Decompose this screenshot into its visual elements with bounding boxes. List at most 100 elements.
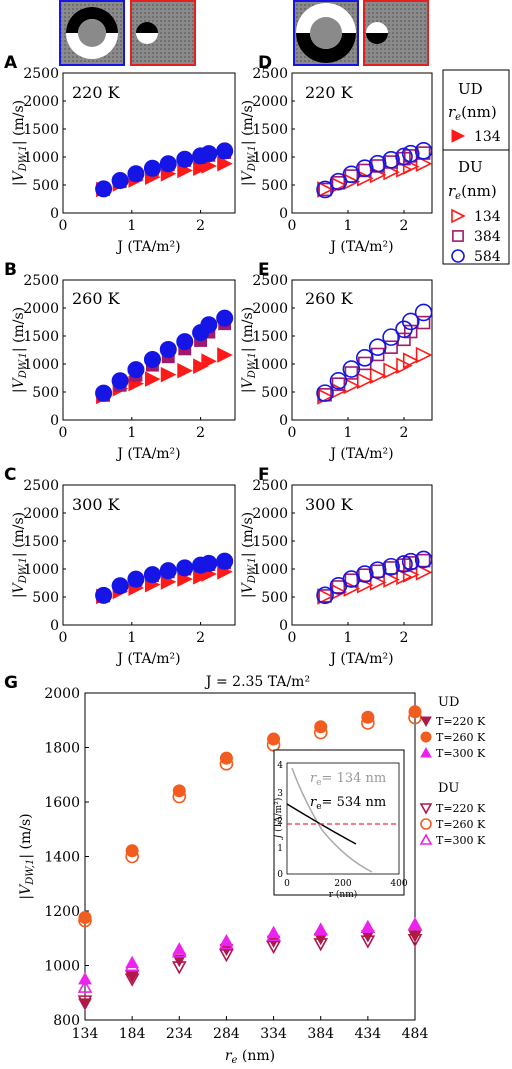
point-584 <box>329 371 348 390</box>
legend-g-ud-label: T=300 K <box>436 747 486 760</box>
point-UD-T=260-K <box>78 911 92 925</box>
point-584 <box>316 180 334 199</box>
panel-d-temp: 220 K <box>305 83 354 102</box>
legend-g-ud-label: T=260 K <box>436 731 486 744</box>
point-134 <box>383 571 400 588</box>
inset-xlabel: r (nm) <box>329 889 358 900</box>
y-axis-label: |VDW,1| (m/s) <box>11 100 29 186</box>
y-tick-label: 500 <box>32 590 59 606</box>
y-tick-label: 2000 <box>252 506 288 522</box>
panel-letter-a: A <box>4 53 18 73</box>
x-tick-label: 434 <box>354 1026 381 1042</box>
point-584 <box>176 333 194 351</box>
point-584 <box>176 150 194 168</box>
point-584 <box>368 338 387 357</box>
point-DU-T=260-K <box>313 725 328 740</box>
x-tick-label: 334 <box>260 1026 287 1042</box>
panel-a-temp: 220 K <box>72 83 121 102</box>
y-axis-label: |VDW,1| (m/s) <box>18 813 36 899</box>
x-axis-label: re (nm) <box>225 1048 275 1066</box>
point-584 <box>216 142 234 160</box>
x-axis-label: J (TA/m²) <box>328 651 393 667</box>
point-384 <box>331 580 346 594</box>
legend-g-du-label: T=220 K <box>436 802 486 815</box>
legend-ud-label: 134 <box>474 129 501 145</box>
point-134 <box>317 588 334 605</box>
point-584 <box>176 559 194 577</box>
point-DU-T=220-K <box>219 949 234 963</box>
y-tick-label: 1000 <box>44 959 80 975</box>
point-DU-T=220-K <box>407 934 423 948</box>
y-tick-label: 1500 <box>252 534 288 550</box>
x-tick-label: 234 <box>166 1026 193 1042</box>
point-584 <box>355 159 374 177</box>
point-584 <box>143 566 161 584</box>
point-584 <box>200 145 218 163</box>
svg-text:200: 200 <box>334 879 351 889</box>
legend-g-du: DU T=220 K T=260 K T=300 K <box>419 781 486 847</box>
x-tick-label: 2 <box>400 425 409 441</box>
y-tick-label: 0 <box>279 413 288 429</box>
point-584 <box>368 154 387 173</box>
panel-letter-g: G <box>4 673 18 693</box>
x-tick-label: 184 <box>119 1026 146 1042</box>
point-584 <box>95 180 113 198</box>
inset-plot: re= 134 nm re= 534 nm 4 3 2 1 0 0 200 40… <box>273 749 408 900</box>
panel-f-plot: 0 500 1000 1500 2000 2500 0 1 2 J (TA/m²) |VDW,1| … <box>240 478 433 667</box>
point-584 <box>414 142 433 160</box>
point-384 <box>344 573 359 587</box>
y-tick-label: 0 <box>279 618 288 634</box>
legend-du-label: 584 <box>474 249 501 265</box>
legend-ud-title: UD <box>458 80 483 98</box>
x-tick-label: 1 <box>127 630 136 646</box>
legend-g-du-marker <box>419 833 433 845</box>
svg-text:0: 0 <box>277 870 283 880</box>
point-134 <box>357 372 374 390</box>
point-384 <box>331 176 346 190</box>
point-DU-T=260-K <box>78 913 92 928</box>
plot-frame <box>62 484 236 626</box>
legend-g-du-label: T=260 K <box>436 818 486 831</box>
svg-text:2: 2 <box>277 817 283 827</box>
point-DU-T=300-K <box>407 916 423 931</box>
point-DU-T=300-K <box>77 979 93 993</box>
y-tick-label: 1500 <box>23 534 59 550</box>
point-384 <box>416 553 431 568</box>
y-tick-label: 2000 <box>23 94 59 110</box>
point-DU-T=300-K <box>219 936 234 950</box>
point-DU-T=220-K <box>360 935 376 949</box>
point-UD-T=220-K <box>172 954 187 968</box>
point-DU-T=220-K <box>313 938 329 952</box>
y-tick-label: 1000 <box>23 150 59 166</box>
legend-du-label: 384 <box>474 229 501 245</box>
y-tick-label: 2000 <box>252 301 288 317</box>
x-tick-label: 2 <box>196 425 205 441</box>
y-tick-label: 1800 <box>44 741 80 757</box>
point-584 <box>159 340 177 358</box>
x-tick-label: 1 <box>127 425 136 441</box>
point-584 <box>143 159 161 177</box>
panel-a-plot: 0 500 1000 1500 2000 2500 0 1 2 J (TA/m²) |VDW,1| … <box>11 66 236 255</box>
legend-du-marker-134 <box>451 208 466 224</box>
legend-du-marker-384 <box>452 230 464 242</box>
point-134 <box>217 155 233 172</box>
y-tick-label: 0 <box>50 618 59 634</box>
thumbnail-ud <box>59 0 196 66</box>
point-584 <box>111 577 129 595</box>
panel-e-temp: 260 K <box>305 289 354 308</box>
x-tick-label: 134 <box>72 1026 99 1042</box>
y-tick-label: 500 <box>32 178 59 194</box>
y-tick-label: 500 <box>261 385 288 401</box>
x-tick-label: 2 <box>400 218 409 234</box>
x-tick-label: 1 <box>127 218 136 234</box>
y-axis-label: |VDW,1| (m/s) <box>11 512 29 598</box>
x-tick-label: 2 <box>196 630 205 646</box>
y-axis-label: |VDW,1| (m/s) <box>240 512 258 598</box>
legend-g-du-marker <box>419 803 433 815</box>
point-DU-T=300-K <box>124 957 140 972</box>
legend-g-ud-marker <box>420 716 432 728</box>
point-584 <box>355 565 374 583</box>
point-584 <box>401 312 420 331</box>
point-584 <box>127 570 145 588</box>
y-axis-label: |VDW,1| (m/s) <box>240 100 258 186</box>
